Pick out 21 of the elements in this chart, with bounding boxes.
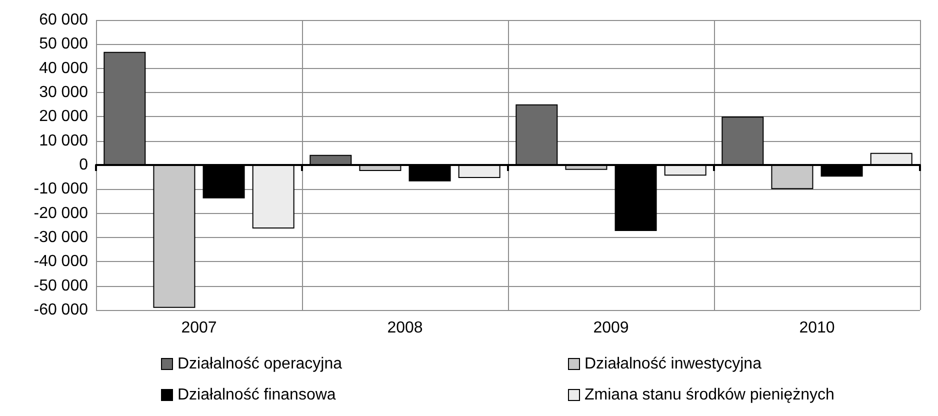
- y-tick-label: 50 000: [39, 36, 88, 53]
- y-tick-label: -10 000: [34, 180, 88, 198]
- y-tick-label: -40 000: [34, 253, 88, 270]
- y-tick-label: -30 000: [34, 229, 88, 246]
- x-tick-label: 2007: [181, 320, 217, 336]
- y-tick-label: 0: [79, 156, 88, 174]
- y-tick-label: -20 000: [34, 204, 88, 222]
- legend-label: Działalność operacyjna: [178, 356, 342, 372]
- x-tick-label: 2008: [387, 320, 423, 336]
- legend-label: Zmiana stanu środków pieniężnych: [584, 386, 834, 404]
- y-tick-label: -50 000: [34, 277, 88, 294]
- legend-label: Działalność inwestycyjna: [584, 356, 762, 372]
- x-tick-label: 2010: [799, 320, 835, 336]
- y-tick-label: -60 000: [34, 302, 88, 318]
- y-tick-label: 30 000: [39, 84, 88, 101]
- y-tick-label: 40 000: [39, 60, 88, 77]
- y-tick-label: 10 000: [39, 132, 88, 150]
- legend-label: Działalność finansowa: [178, 386, 336, 404]
- x-tick-label: 2009: [593, 320, 629, 336]
- y-tick-label: 60 000: [39, 12, 88, 28]
- y-tick-label: 20 000: [39, 108, 88, 126]
